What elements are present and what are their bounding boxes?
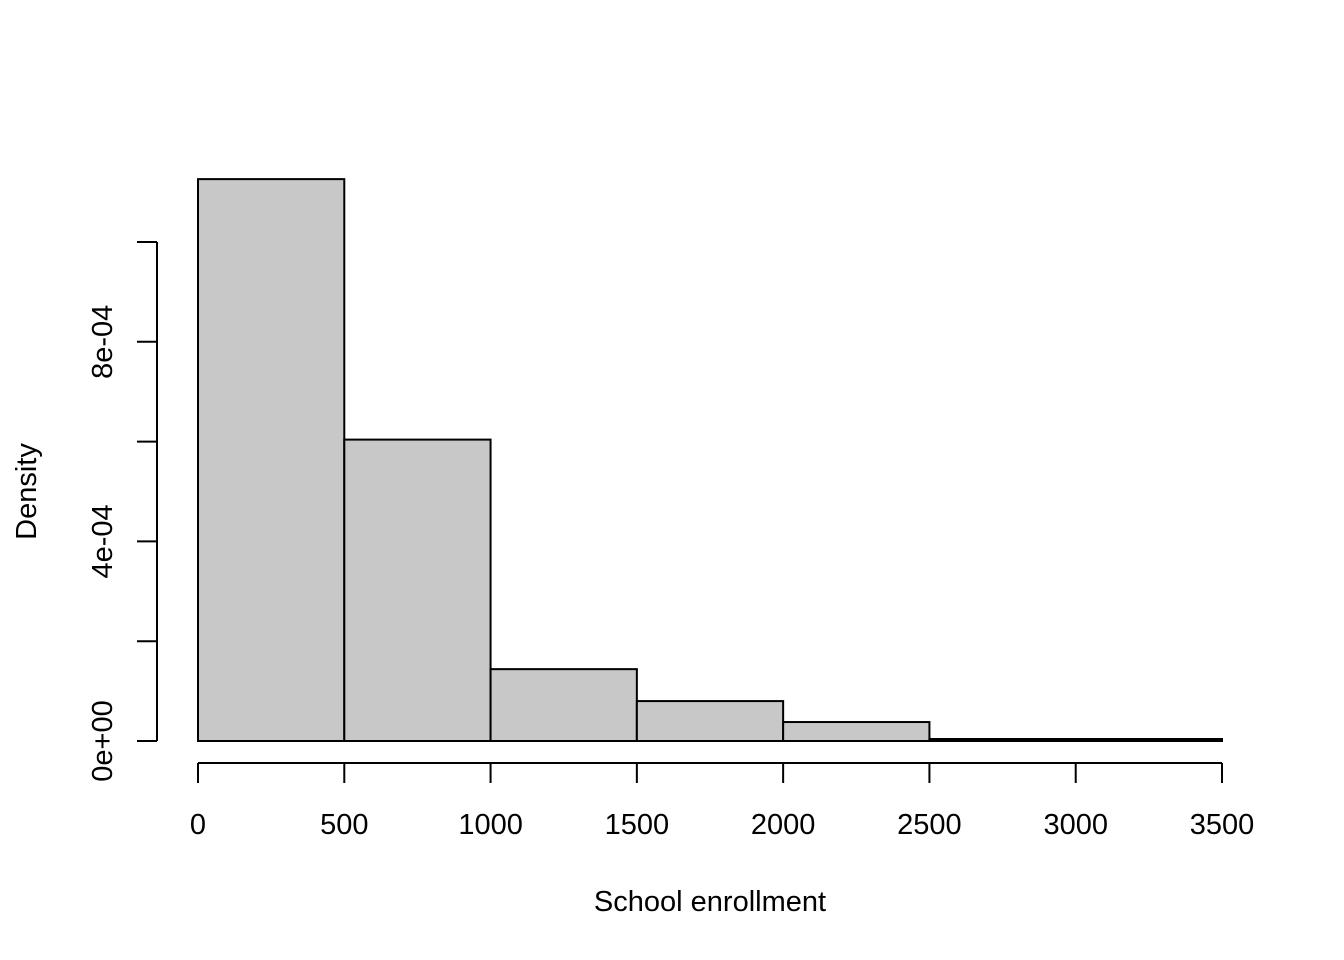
x-tick-label: 1500 bbox=[605, 809, 670, 841]
histogram-bar-6 bbox=[928, 738, 1077, 743]
y-tick-label: 8e-04 bbox=[87, 305, 119, 379]
x-tick-label: 3000 bbox=[1043, 809, 1108, 841]
histogram-bar-5 bbox=[782, 721, 931, 743]
x-axis-title: School enrollment bbox=[594, 886, 826, 918]
histogram-bar-4 bbox=[635, 700, 785, 743]
histogram-bar-7 bbox=[1074, 738, 1223, 743]
histogram-bar-2 bbox=[343, 438, 492, 742]
y-axis-title: Density bbox=[11, 443, 43, 540]
x-tick-label: 500 bbox=[320, 809, 368, 841]
x-tick-label: 2000 bbox=[751, 809, 816, 841]
y-axis: 0e+00 4e-04 8e-04 bbox=[87, 241, 158, 782]
x-tick-label: 1000 bbox=[458, 809, 523, 841]
histogram-bars bbox=[197, 178, 1223, 743]
histogram-bar-3 bbox=[489, 668, 638, 742]
y-tick-label: 4e-04 bbox=[87, 504, 119, 578]
x-tick-label: 3500 bbox=[1190, 809, 1255, 841]
histogram-bar-1 bbox=[197, 178, 346, 743]
x-tick-label: 0 bbox=[190, 809, 206, 841]
x-tick-label: 2500 bbox=[897, 809, 962, 841]
x-axis: 0 500 1000 1500 2000 2500 3000 3500 bbox=[190, 762, 1255, 841]
y-tick-label: 0e+00 bbox=[87, 700, 119, 781]
